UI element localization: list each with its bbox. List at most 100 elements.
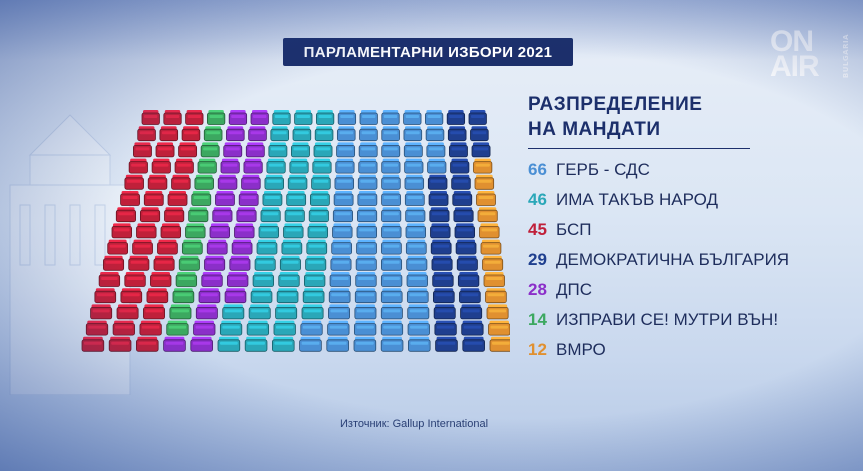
seat-213 [449,142,468,158]
seat-20 [147,174,168,190]
seat-159 [356,239,377,255]
seat-198 [426,142,446,158]
seat-91 [272,110,291,125]
seat-161 [355,272,377,287]
seat-201 [428,191,449,206]
seat-210 [435,336,458,352]
seat-81 [238,191,259,206]
seat-74 [193,320,216,336]
seat-123 [313,142,333,158]
seat-127 [308,207,329,223]
legend-seat-count: 29 [528,250,547,269]
seat-193 [407,304,430,320]
seat-40 [153,255,175,271]
seat-191 [406,272,428,287]
seat-59 [166,320,189,336]
seat-85 [229,255,251,271]
seat-224 [461,320,484,336]
seat-143 [332,223,353,239]
seat-53 [185,223,206,239]
seat-217 [453,207,474,223]
seat-31 [185,110,204,125]
legend-party-name: БСП [556,220,592,239]
seat-134 [300,320,323,336]
seat-14 [85,320,109,336]
seat-125 [311,174,331,190]
legend-divider [528,148,750,149]
seat-7 [115,207,136,223]
seat-107 [292,126,312,142]
legend-item: 29 ДЕМОКРАТИЧНА БЪЛГАРИЯ [528,250,789,280]
seat-82 [236,207,257,223]
seat-64 [220,158,240,174]
seat-180 [380,336,404,352]
seat-197 [425,126,445,142]
seat-chart [70,105,510,375]
legend-item: 28 ДПС [528,280,789,310]
legend-title: РАЗПРЕДЕЛЕНИЕ НА МАНДАТИ [528,92,702,142]
seat-195 [407,336,431,352]
seat-17 [159,126,179,142]
legend-item: 66 ГЕРБ - СДС [528,160,789,190]
seat-111 [286,191,307,206]
seat-37 [164,207,185,223]
seat-90 [217,336,241,352]
seat-52 [188,207,209,223]
seat-160 [355,255,377,271]
seat-140 [334,174,355,190]
legend-party-name: ДЕМОКРАТИЧНА БЪЛГАРИЯ [556,250,790,269]
seat-121 [315,110,335,125]
seat-212 [447,126,467,142]
seat-178 [380,304,403,320]
source-note: Източник: Gallup International [340,418,489,430]
legend-seat-count: 45 [528,220,547,239]
seat-27 [120,288,143,304]
seat-236 [483,272,505,287]
seat-157 [357,207,378,223]
seat-89 [219,320,243,336]
seat-237 [485,288,507,304]
legend-seat-count: 12 [528,340,547,359]
legend-seat-count: 14 [528,310,547,329]
seat-144 [331,239,352,255]
seat-136 [337,110,357,125]
seat-43 [143,304,165,320]
seat-96 [262,191,283,206]
seat-115 [279,255,301,271]
seat-87 [224,288,247,304]
logo-subtext: BULGARIA [842,34,850,79]
seat-174 [381,239,402,255]
seat-129 [306,239,328,255]
legend-party-name: ИЗПРАВИ СЕ! МУТРИ ВЪН! [556,310,779,329]
seat-137 [336,126,356,142]
seat-97 [260,207,281,223]
seat-153 [358,142,378,158]
legend-seat-count: 46 [528,190,547,209]
seat-177 [380,288,403,304]
seat-225 [462,336,485,352]
seat-47 [203,126,223,142]
seat-214 [450,158,470,174]
seat-204 [430,239,452,255]
seat-114 [281,239,303,255]
seat-158 [356,223,378,239]
seat-83 [234,223,255,239]
seat-9 [107,239,129,255]
chart-title-banner: ПАРЛАМЕНТАРНИ ИЗБОРИ 2021 [283,38,573,66]
seat-78 [245,142,265,158]
legend-seat-count: 66 [528,160,547,179]
seat-62 [226,126,245,142]
seat-60 [163,336,186,352]
seat-179 [380,320,404,336]
seat-86 [227,272,249,287]
seat-173 [381,223,402,239]
seat-42 [146,288,169,304]
seat-116 [278,272,300,287]
seat-175 [381,255,403,271]
seat-171 [381,191,401,206]
seat-163 [354,304,377,320]
seat-162 [354,288,377,304]
seat-200 [427,174,448,190]
seat-139 [335,158,355,174]
seat-45 [136,336,159,352]
